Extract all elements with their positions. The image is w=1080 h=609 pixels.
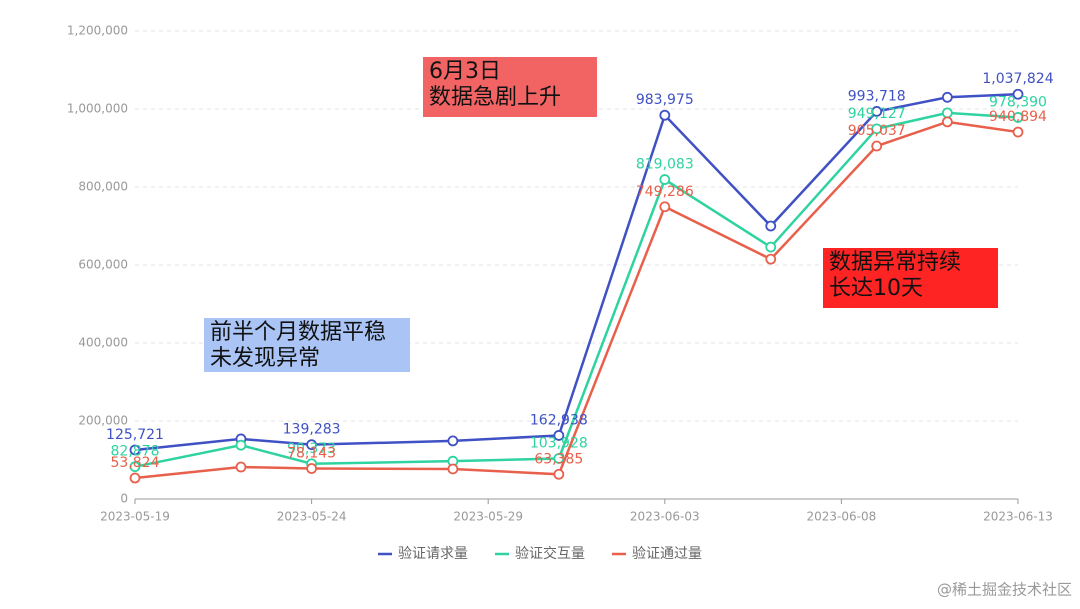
y-tick-label: 800,000 [78,180,128,194]
y-tick-label: 0 [120,492,128,506]
point [1012,112,1024,123]
data-label: 983,975 [636,92,694,108]
legend-label: 验证请求量 [398,546,468,562]
series-line [134,92,1019,452]
annotation-text: 长达10天 [829,276,923,301]
y-tick-label: 400,000 [78,336,128,350]
data-label: 63,385 [534,451,583,467]
y-tick-label: 1,000,000 [67,102,128,116]
point [553,453,565,464]
annotation-text: 未发现异常 [210,346,320,371]
annotation-box [423,57,597,117]
data-label: 139,283 [283,422,341,438]
point [447,435,459,447]
legend-label: 验证通过量 [632,546,702,562]
annotation-text: 前半个月数据平稳 [210,320,386,345]
point [941,116,953,128]
data-label: 1,037,824 [982,71,1053,87]
point [553,430,565,441]
point [1012,126,1024,138]
point [129,444,141,456]
annotation-text: 6月3日 [429,59,501,84]
data-label: 53,824 [111,455,160,471]
x-tick-label: 2023-05-29 [453,510,523,524]
point [765,253,777,265]
point [129,461,141,473]
annotation-text: 数据急剧上升 [429,85,561,110]
point [941,91,953,103]
data-label: 940,894 [989,109,1047,125]
point [765,241,777,253]
data-label: 162,938 [530,412,588,428]
point [765,220,777,232]
point [871,123,883,135]
series-line [134,120,1019,480]
data-label: 949,127 [848,106,906,122]
point [306,463,318,474]
point [235,461,247,473]
data-label: 125,721 [106,427,164,443]
point [871,106,883,117]
data-label: 978,390 [989,94,1047,110]
point [129,472,141,484]
point [941,107,953,119]
data-label: 819,083 [636,157,694,173]
y-tick-label: 600,000 [78,258,128,272]
point [553,468,565,480]
x-tick-label: 2023-06-13 [983,510,1053,524]
point [306,439,318,451]
point [659,201,671,213]
y-tick-label: 1,200,000 [67,24,128,38]
data-label: 905,037 [848,123,906,139]
annotation-box [204,318,410,372]
annotation-box [823,248,998,308]
data-label: 993,718 [848,88,906,104]
point [659,109,671,121]
series-line [134,111,1019,468]
annotation-text: 数据异常持续 [829,250,961,275]
legend-label: 验证交互量 [515,545,585,562]
point [235,439,247,451]
point [447,463,459,475]
watermark: @稀土掘金技术社区 [937,581,1072,599]
point [871,140,883,152]
point [659,174,671,185]
data-label: 749,286 [636,184,694,200]
point [1012,88,1024,100]
y-tick-label: 200,000 [78,414,128,428]
x-tick-label: 2023-05-19 [100,510,170,524]
x-tick-label: 2023-05-24 [277,510,347,524]
data-label: 78,143 [287,446,336,462]
data-label: 103,928 [530,435,588,451]
x-tick-label: 2023-06-03 [630,510,700,524]
data-label: 90,373 [287,441,336,457]
data-label: 82,878 [111,444,160,460]
x-tick-label: 2023-06-08 [807,510,877,524]
